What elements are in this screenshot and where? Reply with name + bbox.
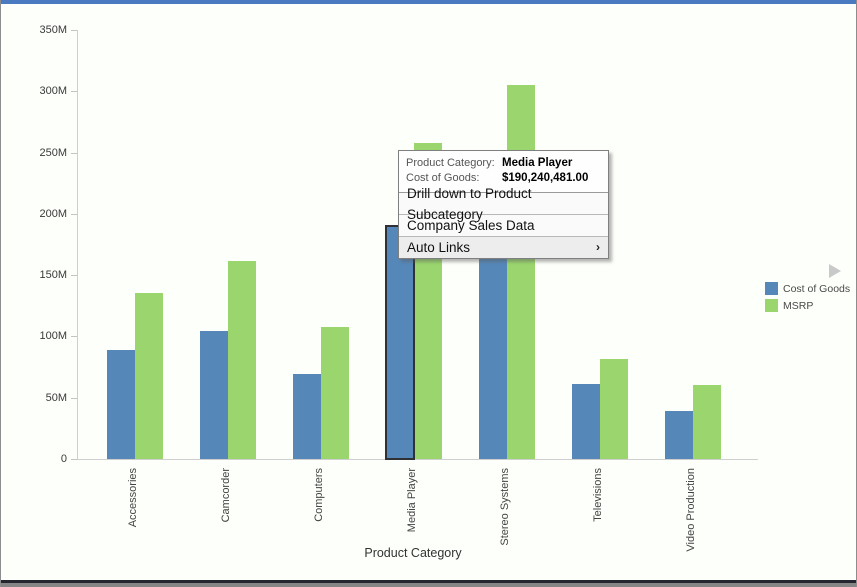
legend-swatch-icon: [765, 299, 778, 312]
x-axis-label-media-player: Media Player: [406, 468, 418, 533]
y-tick-label: 150M: [39, 269, 67, 282]
legend-next-arrow-icon[interactable]: [829, 264, 841, 278]
menu-item-company-sales-data[interactable]: Company Sales Data: [399, 215, 608, 237]
y-tick-mark: [71, 275, 77, 277]
legend: Cost of Goods MSRP: [765, 282, 850, 316]
x-axis-label-computers: Computers: [313, 468, 325, 522]
x-axis-label-camcorder: Camcorder: [220, 468, 232, 523]
y-tick-mark: [71, 397, 77, 399]
context-menu: Product Category: Media Player Cost of Goo…: [398, 150, 609, 259]
menu-item-drill-down-to-product-subcategory[interactable]: Drill down to Product Subcategory: [399, 186, 608, 222]
legend-item-msrp[interactable]: MSRP: [765, 299, 850, 312]
context-menu-items: Drill down to Product Subcategory Company…: [399, 186, 608, 258]
y-tick-mark: [71, 459, 77, 460]
legend-label: Cost of Goods: [783, 282, 851, 295]
y-tick-mark: [71, 91, 77, 93]
menu-item-label: Auto Links: [407, 240, 471, 255]
tooltip-header: Product Category: Media Player Cost of Goo…: [399, 151, 608, 193]
y-tick-label: 250M: [39, 146, 67, 159]
y-tick-label: 100M: [39, 330, 67, 343]
y-tick-label: 300M: [39, 85, 67, 98]
y-tick-label: 50M: [45, 391, 67, 404]
y-tick-mark: [71, 213, 77, 215]
bar-cost-of-goods-stereo-systems[interactable]: [479, 244, 507, 459]
x-axis-label-stereo-systems: Stereo Systems: [499, 468, 511, 546]
submenu-arrow-icon: ›: [596, 240, 600, 254]
x-axis-label-televisions: Televisions: [592, 468, 604, 522]
y-tick-mark: [71, 152, 77, 154]
bar-msrp-video-production[interactable]: [693, 385, 721, 459]
x-axis-label-accessories: Accessories: [127, 468, 139, 528]
window-bottom-edge: [1, 580, 856, 583]
y-tick-label: 350M: [39, 24, 67, 36]
y-axis-line: [77, 30, 78, 459]
tooltip-label: Cost of Goods:: [406, 172, 480, 184]
tooltip-value: Media Player: [502, 157, 573, 169]
tooltip-row: Cost of Goods: $190,240,481.00: [406, 171, 601, 186]
y-tick-label: 200M: [39, 207, 67, 220]
menu-item-auto-links[interactable]: Auto Links ›: [399, 237, 608, 258]
bar-msrp-stereo-systems[interactable]: [507, 85, 535, 459]
tooltip-label: Product Category:: [406, 157, 495, 169]
y-tick-label: 0: [60, 453, 67, 465]
window-top-accent-bar: [1, 0, 856, 4]
bar-msrp-accessories[interactable]: [135, 293, 163, 459]
bar-cost-of-goods-video-production[interactable]: [665, 411, 693, 459]
bar-msrp-computers[interactable]: [321, 327, 349, 459]
legend-swatch-icon: [765, 282, 778, 295]
y-tick-mark: [71, 336, 77, 338]
bar-cost-of-goods-televisions[interactable]: [572, 384, 600, 459]
x-axis-label-video-production: Video Production: [685, 468, 697, 552]
menu-item-label: Company Sales Data: [407, 218, 535, 233]
bar-cost-of-goods-computers[interactable]: [293, 374, 321, 459]
tooltip-row: Product Category: Media Player: [406, 156, 601, 171]
menu-item-label: Drill down to Product Subcategory: [407, 185, 532, 222]
x-axis-title: Product Category: [364, 546, 462, 560]
legend-label: MSRP: [783, 299, 814, 312]
legend-item-cost-of-goods[interactable]: Cost of Goods: [765, 282, 850, 295]
y-tick-mark: [71, 30, 77, 31]
window-bottom-border: [1, 583, 856, 587]
bar-cost-of-goods-camcorder[interactable]: [200, 331, 228, 459]
bar-cost-of-goods-accessories[interactable]: [107, 350, 135, 459]
bar-msrp-televisions[interactable]: [600, 359, 628, 459]
bar-cost-of-goods-media-player[interactable]: [385, 225, 415, 460]
bar-msrp-camcorder[interactable]: [228, 261, 256, 459]
tooltip-value: $190,240,481.00: [502, 172, 589, 184]
x-axis-line: [77, 459, 758, 460]
